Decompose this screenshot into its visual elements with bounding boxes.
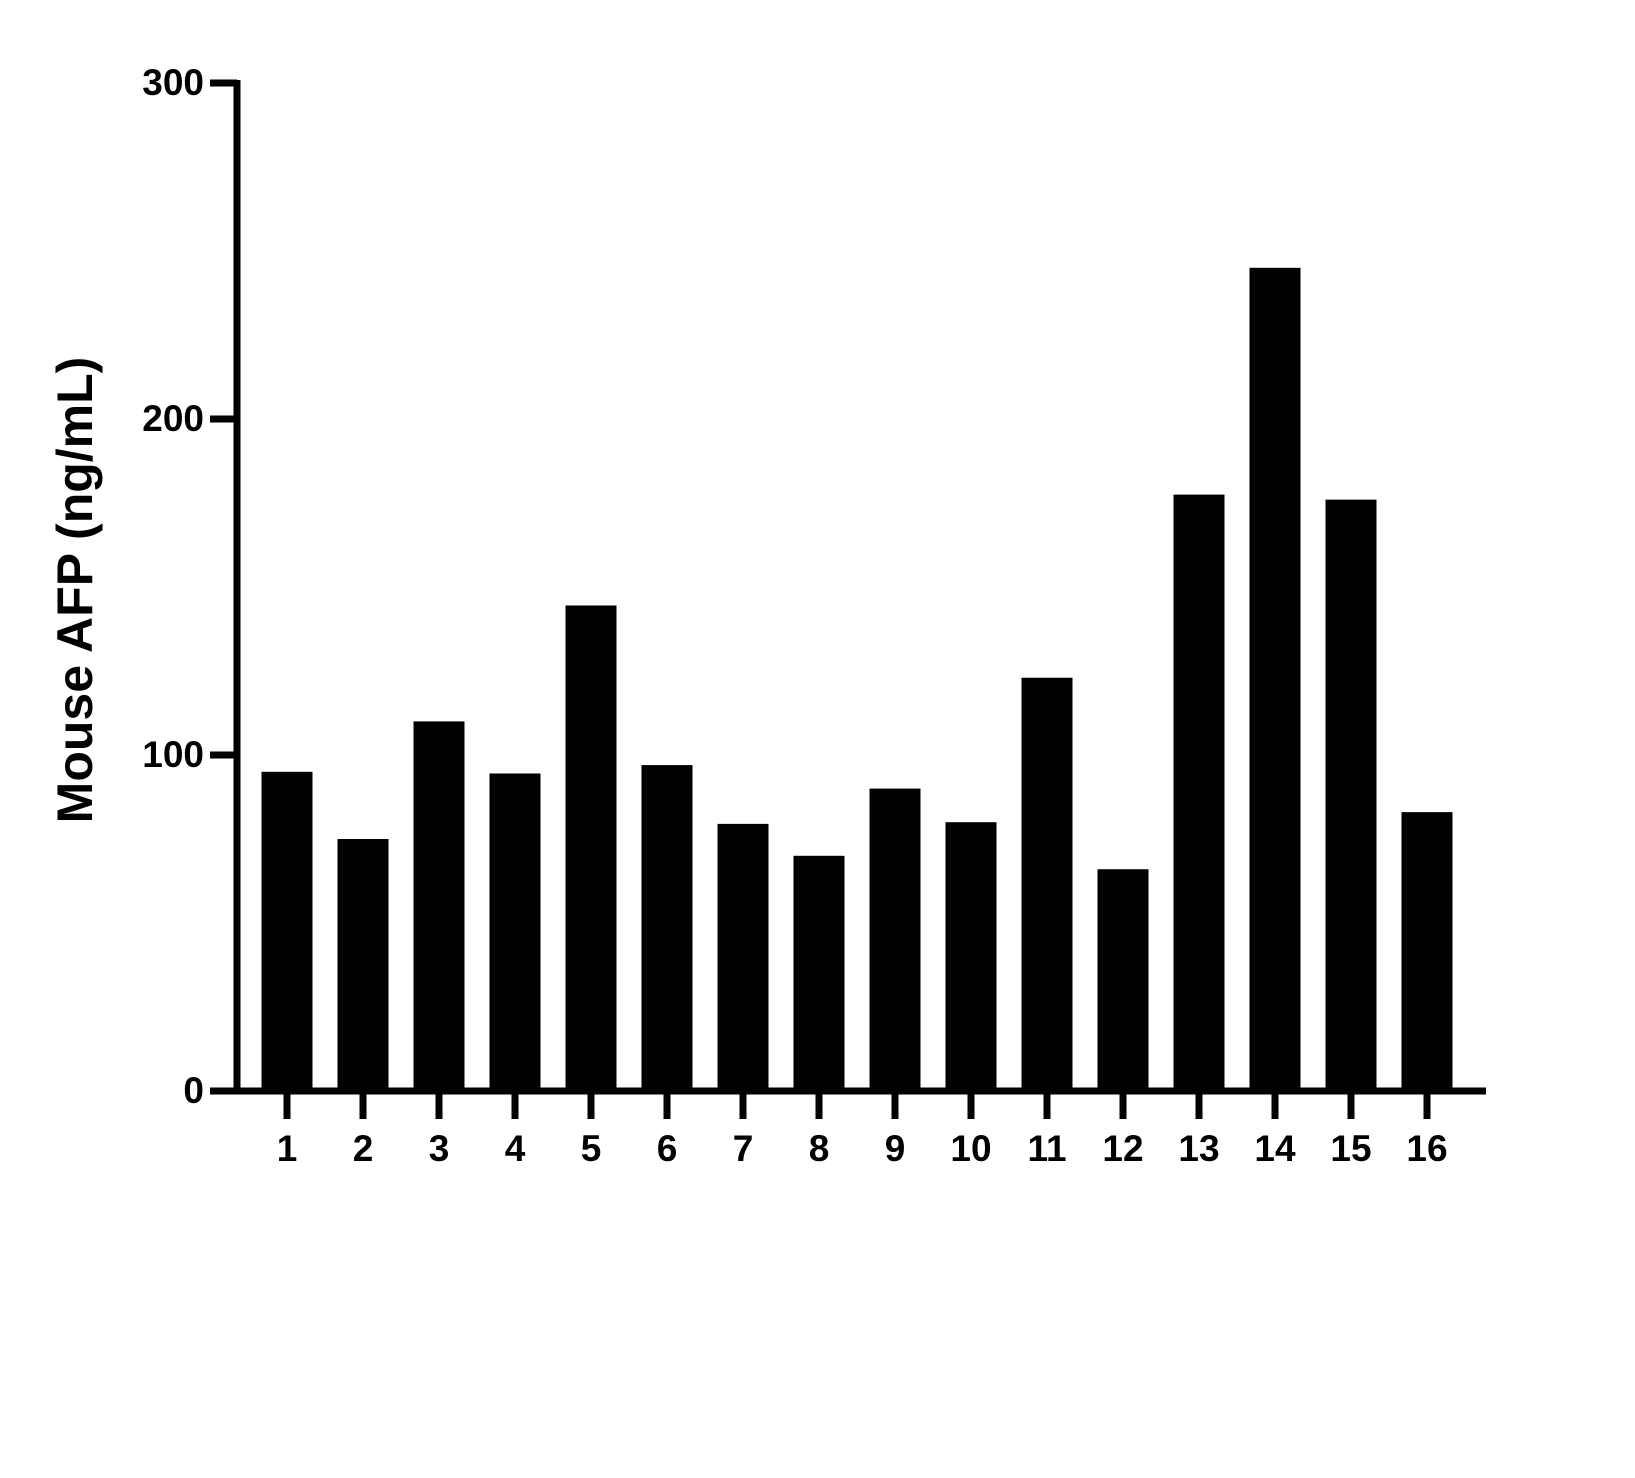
- y-tick-label: 200: [142, 398, 204, 439]
- bar: [489, 773, 541, 1091]
- x-tick-label: 11: [1027, 1128, 1066, 1169]
- bar: [717, 823, 769, 1091]
- x-tick-label: 14: [1254, 1128, 1296, 1169]
- x-tick-label: 12: [1102, 1128, 1143, 1169]
- x-tick-label: 4: [505, 1128, 526, 1169]
- x-tick-label: 6: [657, 1128, 678, 1169]
- bar: [565, 605, 617, 1091]
- x-tick-label: 16: [1406, 1128, 1447, 1169]
- bar: [869, 788, 921, 1091]
- bar: [1249, 267, 1301, 1091]
- bar: [261, 771, 313, 1091]
- bar: [1401, 812, 1453, 1091]
- x-tick-label: 1: [277, 1128, 298, 1169]
- bar: [337, 839, 389, 1091]
- y-tick-label: 0: [183, 1070, 204, 1111]
- y-tick-label: 100: [142, 734, 204, 775]
- y-axis-title: Mouse AFP (ng/mL): [47, 357, 103, 824]
- x-tick-label: 15: [1330, 1128, 1371, 1169]
- y-tick-label: 300: [142, 62, 204, 103]
- x-tick-label: 9: [885, 1128, 906, 1169]
- bar: [1021, 677, 1073, 1091]
- bar: [641, 765, 693, 1091]
- bar: [1325, 499, 1377, 1091]
- x-tick-label: 10: [950, 1128, 991, 1169]
- x-tick-label: 13: [1178, 1128, 1219, 1169]
- x-tick-label: 3: [429, 1128, 450, 1169]
- x-tick-label: 2: [353, 1128, 374, 1169]
- x-tick-label: 5: [581, 1128, 602, 1169]
- bar: [413, 721, 465, 1091]
- bar: [1097, 869, 1149, 1091]
- bar: [793, 855, 845, 1091]
- x-tick-label: 7: [733, 1128, 754, 1169]
- x-tick-label: 8: [809, 1128, 830, 1169]
- bar: [945, 822, 997, 1091]
- bar: [1173, 494, 1225, 1092]
